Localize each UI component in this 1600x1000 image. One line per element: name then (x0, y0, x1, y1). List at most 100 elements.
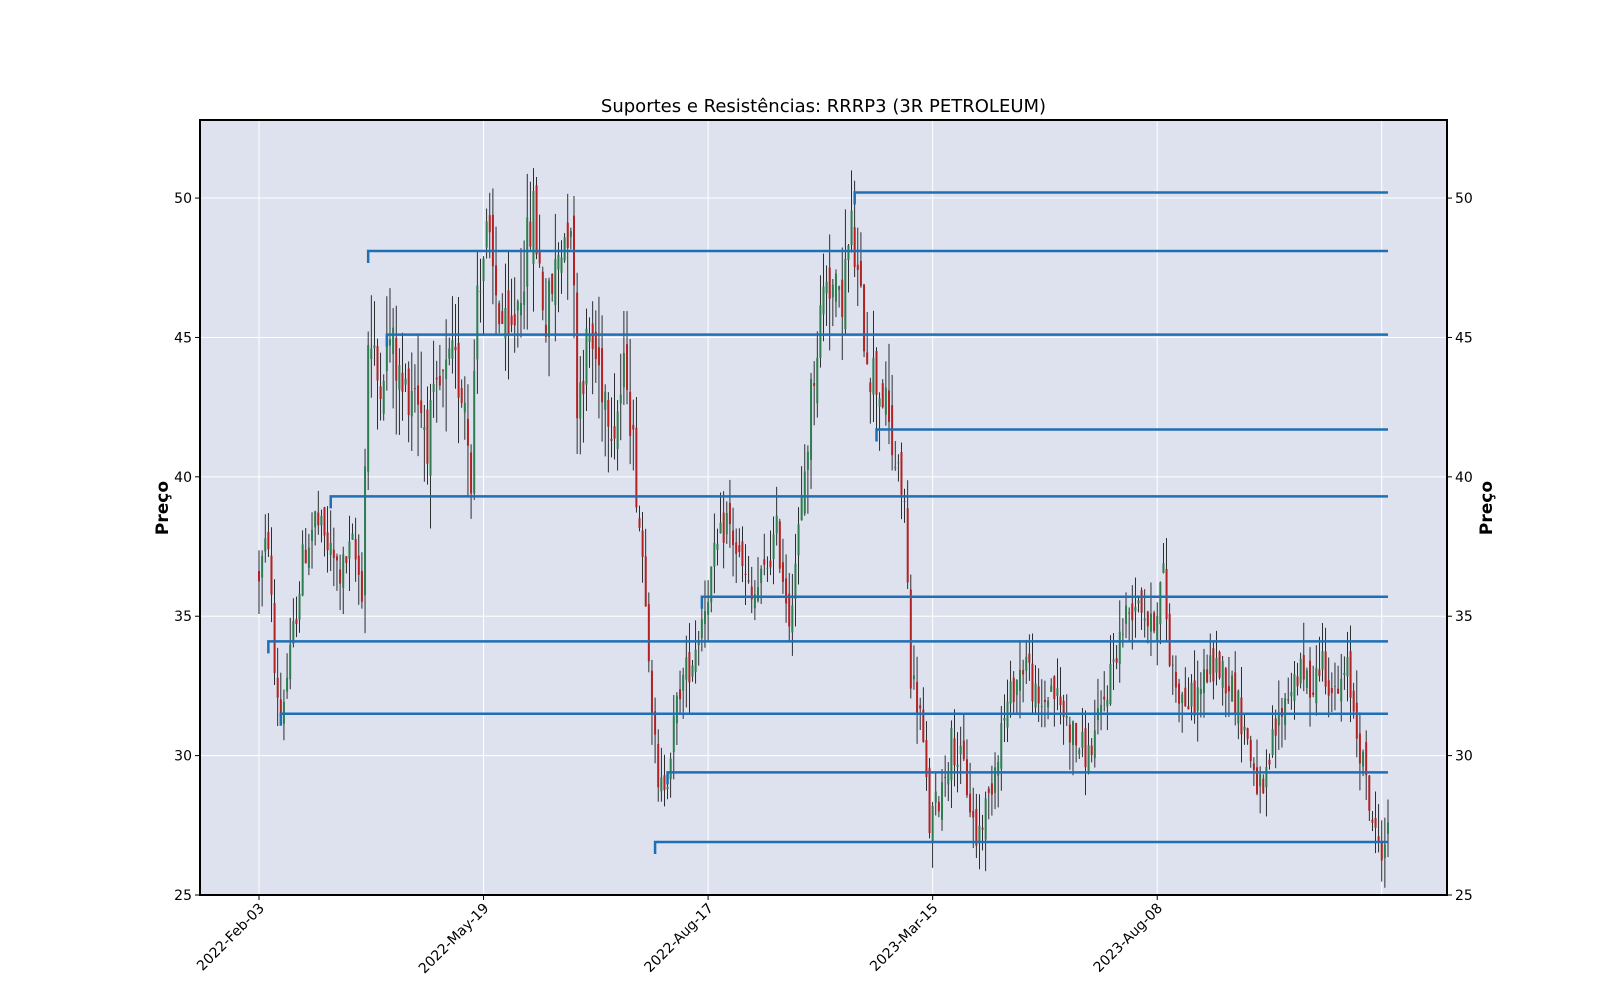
candles (258, 168, 1389, 888)
candle (588, 317, 591, 368)
candle-body (1362, 751, 1365, 767)
level-line (366, 249, 1388, 264)
candle (728, 479, 731, 548)
candle (604, 384, 607, 457)
candle-body (445, 359, 448, 379)
candle (457, 297, 460, 444)
candle (937, 796, 940, 818)
candle (413, 364, 416, 413)
candle (785, 554, 788, 623)
candle-body (429, 400, 432, 476)
candle (700, 604, 703, 652)
candle-body (794, 563, 797, 600)
candle (650, 659, 653, 745)
candle-body (326, 532, 329, 551)
candle-body (1190, 682, 1193, 707)
candle-body (270, 555, 273, 595)
candle (594, 310, 597, 383)
candle (1343, 656, 1346, 690)
candle-body (1000, 723, 1003, 769)
candle-body (1171, 664, 1174, 666)
candle (273, 579, 276, 685)
candle-body (1355, 702, 1358, 739)
candle (554, 213, 557, 342)
candle-body (395, 337, 398, 381)
candle-body (1165, 568, 1168, 620)
candle (1181, 691, 1184, 733)
candle (264, 514, 267, 563)
candle (1277, 680, 1280, 750)
candle (1031, 633, 1034, 713)
candle (872, 310, 875, 422)
candle-body (965, 759, 968, 796)
candle (491, 188, 494, 305)
candle-body (401, 372, 404, 392)
candle-body (1202, 669, 1205, 694)
candle-body (997, 761, 1000, 776)
candle (1284, 693, 1287, 740)
candle (884, 361, 887, 426)
candle-body (398, 365, 401, 390)
candle (1159, 581, 1162, 645)
candle-body (850, 210, 853, 246)
candle-body (1022, 670, 1025, 675)
candle-body (307, 547, 310, 568)
candle (351, 523, 354, 540)
candle (1218, 650, 1221, 680)
candle (1075, 722, 1078, 763)
candle-body (1081, 731, 1084, 748)
candle (1380, 820, 1383, 882)
candle-body (844, 258, 847, 330)
candle-body (576, 292, 579, 419)
candle-body (1333, 685, 1336, 687)
candle (794, 533, 797, 627)
candle-body (1256, 767, 1259, 794)
candle-body (1106, 699, 1109, 707)
candle (392, 308, 395, 409)
candle-body (1193, 680, 1196, 716)
candle (410, 352, 413, 451)
candle (382, 374, 385, 421)
candle-body (710, 566, 713, 603)
candle-body (791, 605, 794, 633)
candle (803, 444, 806, 516)
candle (1100, 690, 1103, 731)
candle-body (610, 438, 613, 441)
candle (856, 227, 859, 306)
candle (831, 278, 834, 327)
candle-body (404, 378, 407, 385)
candle (838, 285, 841, 308)
candle (460, 379, 463, 408)
candle-body (485, 221, 488, 248)
candle-body (538, 251, 541, 264)
y-tick-label: 25 (1455, 888, 1473, 904)
candle-body (1243, 726, 1246, 731)
candle-body (772, 534, 775, 560)
candle-body (332, 549, 335, 558)
candle (339, 554, 342, 610)
candle (644, 528, 647, 607)
candle (1115, 644, 1118, 670)
candle (772, 516, 775, 585)
candle (1109, 635, 1112, 706)
candle-body (1156, 616, 1159, 641)
candle (757, 557, 760, 603)
candle-body (1037, 686, 1040, 704)
candle (778, 518, 781, 573)
candle-body (523, 291, 526, 305)
candle (716, 528, 719, 566)
candle-body (273, 603, 276, 674)
candle (747, 555, 750, 584)
candle-body (1103, 696, 1106, 700)
candle (1193, 650, 1196, 724)
candle-body (261, 556, 264, 578)
candle-body (1137, 600, 1140, 604)
candle (934, 771, 937, 816)
candle-body (685, 657, 688, 680)
y-tick-label: 40 (174, 470, 192, 486)
candle-body (342, 554, 345, 588)
candle (841, 247, 844, 361)
candle (962, 714, 965, 762)
candle (388, 288, 391, 363)
candle (732, 507, 735, 577)
